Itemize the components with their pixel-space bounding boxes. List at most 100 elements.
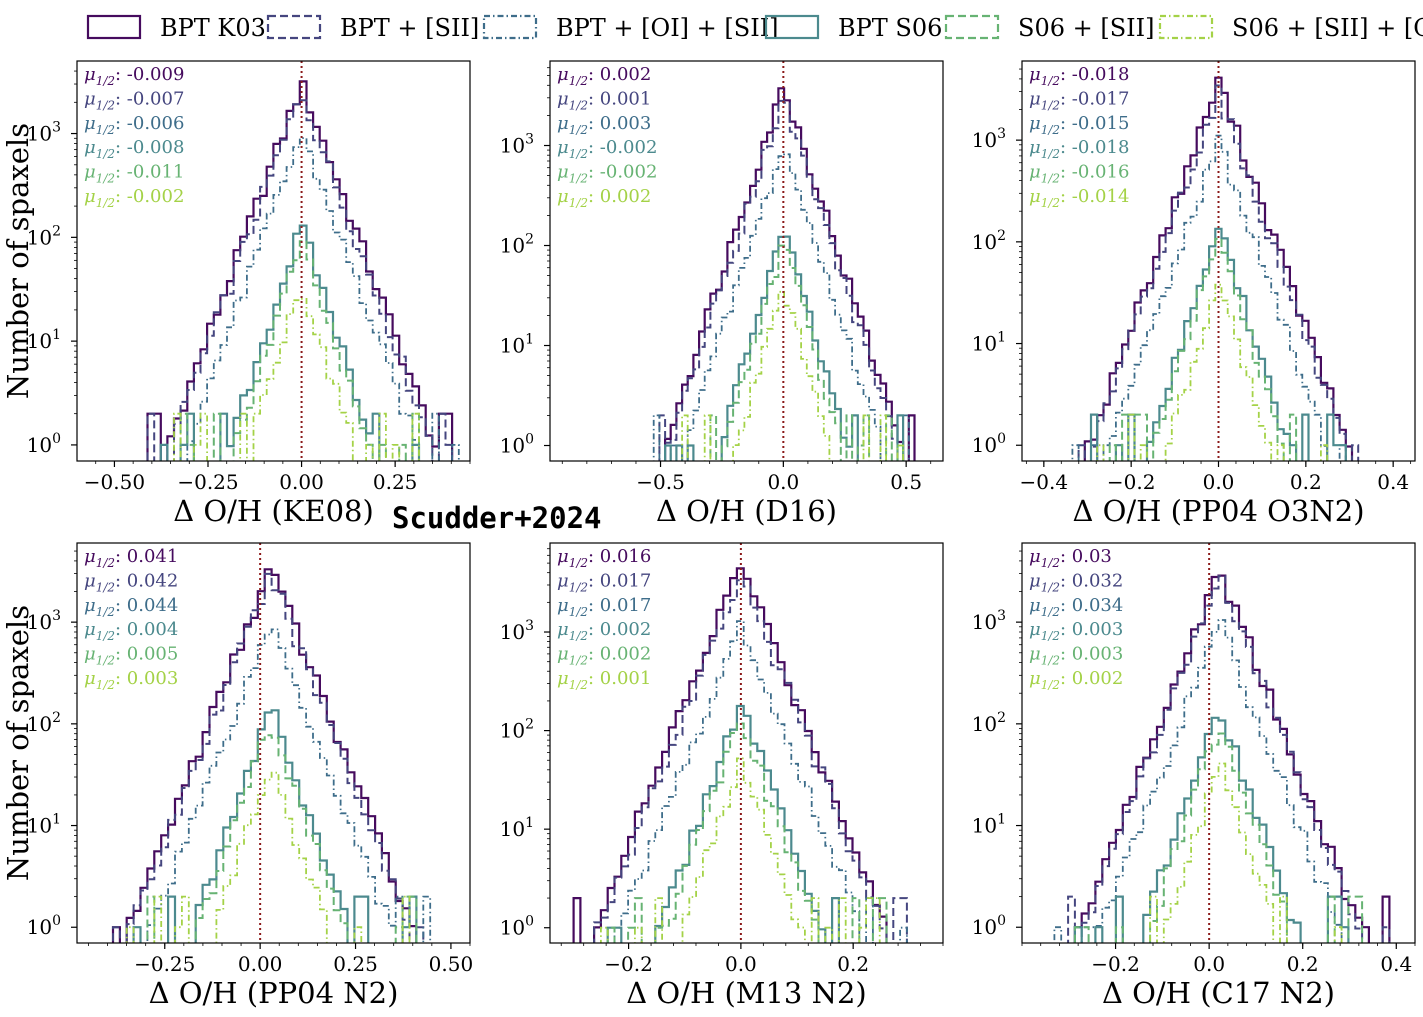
histogram-series-6 [1149,762,1343,943]
median-label: μ1/2: 0.041 [84,546,178,570]
histogram-series-5 [1073,732,1364,943]
legend-swatch [764,14,820,40]
y-tick-label: 102 [27,710,61,736]
median-label: μ1/2: 0.034 [1029,595,1123,619]
median-label: μ1/2: -0.016 [1029,162,1129,186]
y-tick-label: 100 [500,432,534,458]
median-label: μ1/2: 0.017 [557,595,651,619]
y-tick-label: 102 [972,710,1006,736]
median-label: μ1/2: 0.032 [1029,570,1123,594]
y-tick-label: 102 [500,717,534,743]
median-label: μ1/2: 0.002 [557,619,651,643]
median-label: μ1/2: 0.004 [84,619,178,643]
legend-entry: S06 + [SII] + [OI] [1158,14,1423,42]
axes-frame [549,542,944,944]
median-label: μ1/2: 0.001 [557,668,651,692]
histogram-series-5 [1108,237,1298,461]
median-label: μ1/2: 0.016 [557,546,651,570]
x-tick-label: 0.4 [1380,952,1412,976]
panel-6: −0.2 0.0 0.2 0.4 100 101 102 103 Δ O/H (C17 N2) μ… [972,542,1416,1010]
y-tick-label: 102 [27,223,61,249]
median-label: μ1/2: -0.002 [84,186,184,210]
histogram-series-5 [606,722,888,943]
x-tick-label: 0.25 [373,470,418,494]
median-label: μ1/2: -0.009 [84,64,184,88]
x-axis-label: Δ O/H (KE08) [173,494,374,528]
y-tick-label: 101 [972,812,1006,838]
axes-frame [76,542,471,944]
legend-swatch [266,14,322,40]
x-tick-label: −0.50 [84,470,145,494]
panel-1: −0.50 −0.25 0.00 0.25 100 101 102 103 Δ O/H (KE0… [1,60,471,528]
median-label: μ1/2: 0.001 [557,88,651,112]
y-tick-label: 100 [27,431,61,457]
x-tick-label: 0.2 [837,952,869,976]
histogram-series-4 [1089,227,1347,461]
x-tick-label: −0.5 [636,470,685,494]
axes-frame [76,60,471,462]
legend-entry: BPT S06 [764,14,942,42]
axes-frame [1021,542,1416,944]
histogram-series-2 [658,99,899,461]
y-tick-label: 100 [500,914,534,940]
histogram-series-2 [593,579,908,943]
histogram-series-5 [179,240,420,461]
median-label: μ1/2: -0.006 [84,113,184,137]
histogram-series-3 [652,153,910,461]
median-label: μ1/2: -0.002 [557,137,657,161]
median-label: μ1/2: 0.003 [84,668,178,692]
median-label: μ1/2: -0.008 [84,137,184,161]
x-tick-label: −0.2 [1107,470,1156,494]
histogram-series-4 [606,704,840,943]
histogram-series-2 [146,99,454,461]
x-tick-label: 0.5 [890,470,922,494]
median-label: μ1/2: 0.005 [84,644,178,668]
legend-entry: S06 + [SII] [944,14,1154,42]
y-axis-label: Number of spaxels [1,123,35,399]
legend-swatch [482,14,538,40]
histogram-series-3 [613,620,908,943]
median-label: μ1/2: 0.03 [1029,546,1112,570]
median-label: μ1/2: 0.002 [557,644,651,668]
y-axis-label: Number of spaxels [1,605,35,881]
legend-entry: BPT + [SII] [266,14,479,42]
x-axis-label: Δ O/H (D16) [656,494,837,528]
histogram-series-4 [664,235,905,461]
y-tick-label: 100 [27,913,61,939]
histogram-series-3 [1053,619,1343,943]
median-label: μ1/2: 0.003 [1029,644,1123,668]
watermark: Scudder+2024 [392,501,602,535]
median-label: μ1/2: 0.017 [557,570,651,594]
legend-entry: BPT + [OI] + [SII] [482,14,779,42]
y-tick-label: 101 [972,330,1006,356]
panels: −0.50 −0.25 0.00 0.25 100 101 102 103 Δ O/H (KE0… [1,60,1416,1010]
x-tick-label: 0.00 [279,470,324,494]
panel-5: −0.2 0.0 0.2 100 101 102 103 Δ O/H (M13 N2) μ1/2… [500,542,944,1010]
histogram-series-4 [1073,716,1350,943]
median-label: μ1/2: 0.003 [1029,619,1123,643]
median-label: μ1/2: -0.017 [1029,88,1129,112]
panel-2: −0.5 0.0 0.5 100 101 102 103 Δ O/H (D16) μ1/2: 0… [500,60,944,528]
histogram-series-6 [173,298,420,461]
histogram-series-2 [1077,84,1360,461]
legend-swatch [86,14,142,40]
x-tick-label: −0.2 [604,952,653,976]
x-tick-label: 0.0 [725,952,757,976]
legend-label: BPT K03 [160,14,266,42]
histogram-series-1 [572,567,888,943]
legend-label: BPT + [OI] + [SII] [556,14,779,42]
panel-4: −0.25 0.00 0.25 0.50 100 101 102 103 Δ O/H (PP04… [1,542,473,1010]
y-tick-label: 100 [972,431,1006,457]
median-label: μ1/2: 0.002 [1029,668,1123,692]
median-label: μ1/2: -0.002 [557,162,657,186]
y-tick-label: 100 [972,913,1006,939]
histogram-series-6 [125,771,411,943]
y-tick-label: 103 [500,618,534,644]
histogram-series-6 [1096,283,1329,461]
x-axis-label: Δ O/H (PP04 N2) [149,976,399,1010]
x-tick-label: 0.0 [1203,470,1235,494]
legend-label: BPT + [SII] [340,14,479,42]
x-tick-label: 0.2 [1290,470,1322,494]
y-tick-label: 103 [27,608,61,634]
